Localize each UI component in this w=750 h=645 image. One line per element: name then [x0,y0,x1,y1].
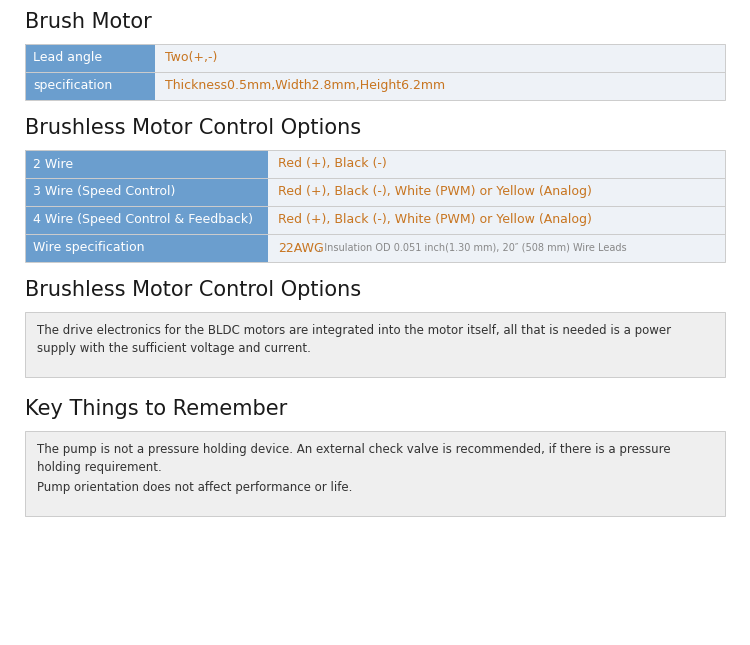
Bar [25,206,725,234]
Bar [25,234,725,262]
Text: specification: specification [33,79,112,92]
Bar [25,234,268,262]
Bar [25,312,725,377]
Text: Key Things to Remember: Key Things to Remember [25,399,287,419]
Text: 3 Wire (Speed Control): 3 Wire (Speed Control) [33,186,176,199]
Text: 22AWG: 22AWG [278,241,324,255]
Bar [25,178,268,206]
Bar [268,150,725,178]
Text: The pump is not a pressure holding device. An external check valve is recommende: The pump is not a pressure holding devic… [37,443,670,456]
Text: Lead angle: Lead angle [33,52,102,64]
Bar [25,44,155,72]
Text: 4 Wire (Speed Control & Feedback): 4 Wire (Speed Control & Feedback) [33,213,253,226]
Text: supply with the sufficient voltage and current.: supply with the sufficient voltage and c… [37,342,310,355]
Bar [25,431,725,516]
Text: Red (+), Black (-), White (PWM) or Yellow (Analog): Red (+), Black (-), White (PWM) or Yello… [278,186,592,199]
Bar [155,72,725,100]
Bar [25,72,725,100]
Bar [25,178,725,206]
Text: 2 Wire: 2 Wire [33,157,74,170]
Bar [268,234,725,262]
Bar [25,150,725,178]
Bar [25,150,268,178]
Text: Brush Motor: Brush Motor [25,12,152,32]
Bar [268,206,725,234]
Bar [25,206,268,234]
Text: Thickness0.5mm,Width2.8mm,Height6.2mm: Thickness0.5mm,Width2.8mm,Height6.2mm [165,79,446,92]
Text: The drive electronics for the BLDC motors are integrated into the motor itself, : The drive electronics for the BLDC motor… [37,324,671,337]
Text: , Insulation OD 0.051 inch(1.30 mm), 20″ (508 mm) Wire Leads: , Insulation OD 0.051 inch(1.30 mm), 20″… [318,243,627,253]
Text: Pump orientation does not affect performance or life.: Pump orientation does not affect perform… [37,481,352,494]
Bar [25,44,725,72]
Text: Two(+,-): Two(+,-) [165,52,218,64]
Text: Wire specification: Wire specification [33,241,145,255]
Text: holding requirement.: holding requirement. [37,461,162,474]
Text: Red (+), Black (-), White (PWM) or Yellow (Analog): Red (+), Black (-), White (PWM) or Yello… [278,213,592,226]
Bar [25,72,155,100]
Text: Brushless Motor Control Options: Brushless Motor Control Options [25,118,361,138]
Bar [155,44,725,72]
Bar [268,178,725,206]
Text: Brushless Motor Control Options: Brushless Motor Control Options [25,280,361,300]
Text: Red (+), Black (-): Red (+), Black (-) [278,157,387,170]
